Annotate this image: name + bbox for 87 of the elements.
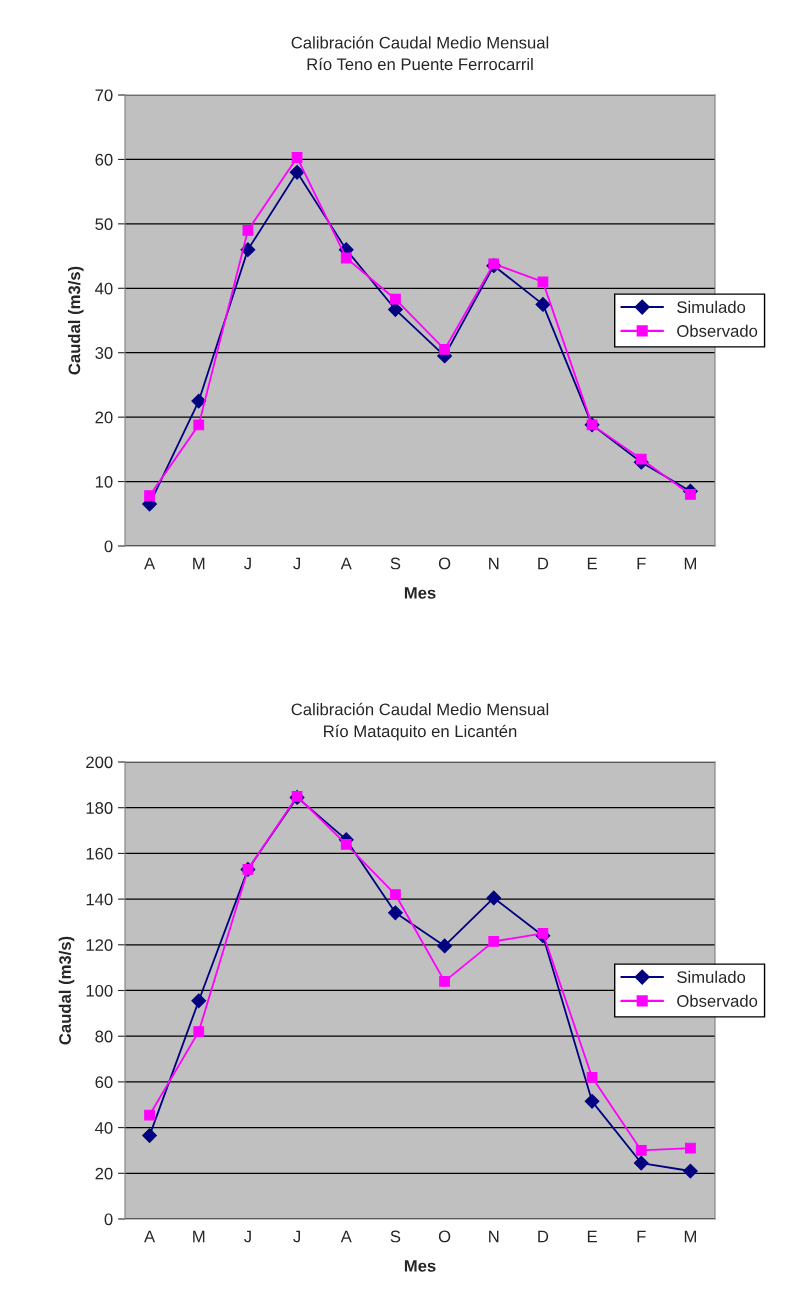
x-tick-label: J <box>244 557 251 570</box>
point <box>685 1142 696 1154</box>
point <box>439 344 450 355</box>
point <box>633 1155 649 1171</box>
y-tick-label: 180 <box>86 802 113 814</box>
x-tick-label: F <box>637 1230 646 1243</box>
legend-label: Observado <box>677 994 758 1007</box>
point <box>537 276 549 288</box>
y-tick-label: 40 <box>95 1122 113 1134</box>
y-tick-label: 60 <box>95 153 113 166</box>
x-tick-label: D <box>538 557 549 570</box>
point <box>142 1128 157 1143</box>
x-tick-label: F <box>637 557 646 570</box>
y-tick-label: 0 <box>104 1213 113 1226</box>
point <box>340 838 352 850</box>
y-tick-label: 200 <box>86 756 113 769</box>
x-tick-label: N <box>489 557 499 570</box>
y-tick-label: 10 <box>95 475 113 488</box>
x-tick-label: S <box>390 557 401 570</box>
x-tick-label: D <box>538 1230 549 1243</box>
legend-label: Simulado <box>677 300 746 314</box>
x-tick-label: M <box>684 557 696 570</box>
point <box>488 258 500 270</box>
point <box>537 927 549 939</box>
point <box>144 1109 155 1121</box>
x-tick-label: A <box>340 557 352 570</box>
y-tick-label: 20 <box>95 411 113 424</box>
point <box>191 393 207 409</box>
y-axis-title: Caudal (m3/s) <box>58 936 75 1045</box>
y-tick-label: 100 <box>86 984 113 997</box>
point <box>635 1145 647 1156</box>
point <box>635 453 647 465</box>
y-tick-label: 50 <box>95 218 113 231</box>
point <box>683 1163 698 1179</box>
point <box>437 938 452 954</box>
point <box>584 1093 600 1109</box>
chart-title: Calibración Caudal Medio Mensual Río Mataquito en Licantén <box>291 702 549 741</box>
point <box>535 297 551 312</box>
x-tick-label: N <box>489 1230 499 1243</box>
point <box>486 890 502 906</box>
point <box>388 905 403 921</box>
y-tick-label: 20 <box>95 1167 113 1180</box>
y-tick-label: 120 <box>86 939 113 951</box>
x-tick-label: M <box>193 1230 205 1243</box>
chart-title: Calibración Caudal Medio Mensual Río Teno en Puente Ferrocarril <box>291 36 549 71</box>
y-axis-title: Caudal (m3/s) <box>68 266 84 375</box>
x-tick-label: M <box>684 1230 696 1243</box>
legend-label: Simulado <box>677 970 746 984</box>
x-tick-label: J <box>293 557 301 570</box>
point <box>388 302 403 317</box>
point <box>390 293 401 305</box>
point <box>291 152 303 163</box>
point <box>144 490 155 502</box>
y-tick-label: 70 <box>95 89 113 102</box>
point <box>240 242 256 258</box>
point <box>242 224 254 236</box>
y-tick-label: 60 <box>95 1076 113 1089</box>
point <box>193 419 205 431</box>
x-tick-label: S <box>390 1230 401 1243</box>
x-tick-label: E <box>587 557 597 570</box>
point <box>289 164 305 180</box>
point <box>390 889 401 900</box>
point <box>191 993 207 1009</box>
legend-label: Observado <box>677 324 758 337</box>
x-tick-label: O <box>438 557 451 570</box>
point <box>439 975 450 987</box>
point <box>488 935 500 947</box>
y-tick-label: 0 <box>104 540 113 553</box>
x-tick-label: J <box>244 1230 251 1243</box>
x-tick-label: J <box>293 1230 301 1243</box>
x-tick-label: E <box>587 1230 597 1243</box>
x-tick-label: M <box>193 557 205 570</box>
x-tick-label: A <box>144 1230 156 1243</box>
x-tick-label: A <box>144 557 156 570</box>
point <box>193 1026 205 1038</box>
point <box>685 489 696 500</box>
x-tick-label: A <box>340 1230 352 1243</box>
y-tick-label: 30 <box>95 347 113 359</box>
x-axis-title: Mes <box>404 1260 436 1272</box>
y-tick-label: 80 <box>95 1030 113 1043</box>
y-tick-label: 140 <box>86 893 113 906</box>
x-axis-title: Mes <box>404 587 436 599</box>
x-tick-label: O <box>438 1230 451 1243</box>
y-tick-label: 160 <box>86 847 113 860</box>
point <box>340 252 352 264</box>
point <box>586 1071 598 1083</box>
y-tick-label: 40 <box>95 282 113 295</box>
